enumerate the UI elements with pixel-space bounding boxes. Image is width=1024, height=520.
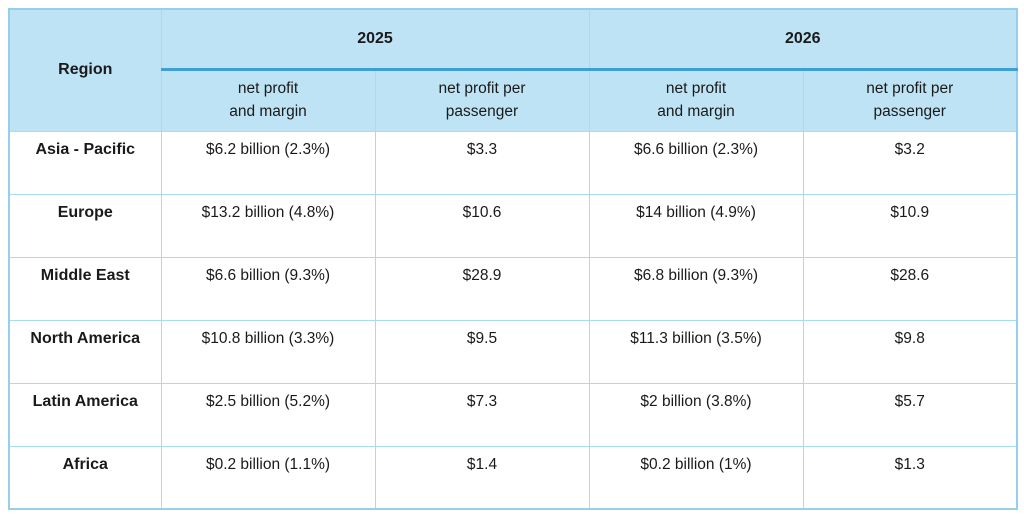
value-cell: $9.8 [802, 319, 1018, 384]
subheader-2026-net-profit-margin: net profit and margin [588, 68, 804, 132]
value-cell: $10.9 [802, 193, 1018, 258]
table-row-latin-america: Latin America $2.5 billion (5.2%) $7.3 $… [8, 382, 1018, 447]
value-cell: $1.3 [802, 445, 1018, 510]
value-cell: $3.3 [374, 130, 590, 195]
year-header-2025: 2025 [160, 8, 590, 71]
value-cell: $7.3 [374, 382, 590, 447]
table-row-europe: Europe $13.2 billion (4.8%) $10.6 $14 bi… [8, 193, 1018, 258]
value-cell: $6.8 billion (9.3%) [588, 256, 804, 321]
subheader-line: and margin [229, 102, 307, 120]
header-subcolumn-row: net profit and margin net profit per pas… [9, 68, 1018, 132]
subheader-line: and margin [657, 102, 735, 120]
header-year-row: Region 2025 2026 [8, 8, 1018, 132]
value-cell: $9.5 [374, 319, 590, 384]
table-row-middle-east: Middle East $6.6 billion (9.3%) $28.9 $6… [8, 256, 1018, 321]
value-cell: $2 billion (3.8%) [588, 382, 804, 447]
subheader-2026-net-profit-per-passenger: net profit per passenger [802, 68, 1018, 132]
subheader-2025-net-profit-margin: net profit and margin [160, 68, 376, 132]
value-cell: $10.6 [374, 193, 590, 258]
value-cell: $28.6 [802, 256, 1018, 321]
regional-profit-table: Region 2025 2026 net profit and margin n… [8, 8, 1018, 510]
table-row-africa: Africa $0.2 billion (1.1%) $1.4 $0.2 bil… [8, 445, 1018, 510]
year-header-2026: 2026 [588, 8, 1018, 71]
region-column-header: Region [8, 8, 162, 132]
table-row-asia-pacific: Asia - Pacific $6.2 billion (2.3%) $3.3 … [8, 130, 1018, 195]
value-cell: $6.6 billion (2.3%) [588, 130, 804, 195]
value-cell: $0.2 billion (1.1%) [160, 445, 376, 510]
regional-profit-table-container: Region 2025 2026 net profit and margin n… [8, 8, 1018, 510]
value-cell: $11.3 billion (3.5%) [588, 319, 804, 384]
value-cell: $6.2 billion (2.3%) [160, 130, 376, 195]
subheader-line: net profit [237, 80, 299, 98]
value-cell: $28.9 [374, 256, 590, 321]
table-row-north-america: North America $10.8 billion (3.3%) $9.5 … [8, 319, 1018, 384]
region-cell: Latin America [8, 382, 162, 447]
value-cell: $2.5 billion (5.2%) [160, 382, 376, 447]
subheader-line: net profit [665, 80, 727, 98]
subheader-line: passenger [873, 102, 946, 120]
value-cell: $13.2 billion (4.8%) [160, 193, 376, 258]
value-cell: $0.2 billion (1%) [588, 445, 804, 510]
region-cell: North America [8, 319, 162, 384]
subheader-line: net profit per [438, 80, 526, 98]
subheader-line: passenger [445, 102, 519, 120]
value-cell: $6.6 billion (9.3%) [160, 256, 376, 321]
value-cell: $5.7 [802, 382, 1018, 447]
value-cell: $3.2 [802, 130, 1018, 195]
region-cell: Africa [8, 445, 162, 510]
region-cell: Asia - Pacific [8, 130, 162, 195]
value-cell: $14 billion (4.9%) [588, 193, 804, 258]
subheader-line: net profit per [866, 80, 954, 98]
region-cell: Europe [8, 193, 162, 258]
subheader-2025-net-profit-per-passenger: net profit per passenger [374, 68, 590, 132]
region-cell: Middle East [8, 256, 162, 321]
value-cell: $1.4 [374, 445, 590, 510]
value-cell: $10.8 billion (3.3%) [160, 319, 376, 384]
